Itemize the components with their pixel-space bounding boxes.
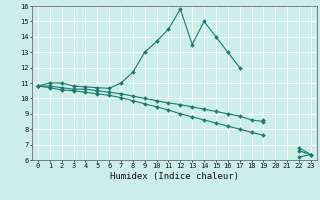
X-axis label: Humidex (Indice chaleur): Humidex (Indice chaleur): [110, 172, 239, 181]
